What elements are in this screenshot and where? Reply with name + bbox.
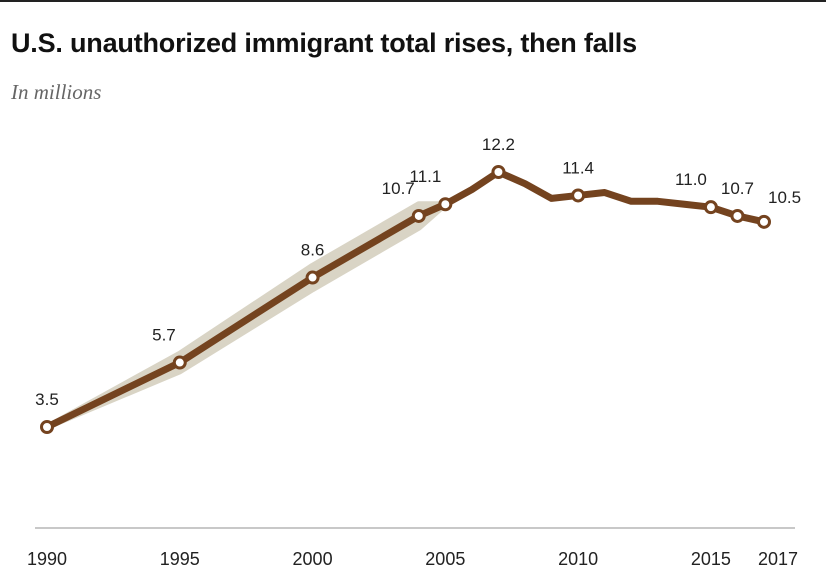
data-label-2010: 11.4 bbox=[562, 158, 594, 177]
data-labels: 3.55.78.610.711.112.211.411.0 10.7 10.5 bbox=[35, 135, 801, 409]
data-label-2007: 12.2 bbox=[482, 135, 515, 154]
series-line bbox=[43, 168, 768, 431]
x-tick-label-2010: 2010 bbox=[558, 549, 598, 569]
data-point-1995 bbox=[172, 355, 187, 370]
x-tick-label-2005: 2005 bbox=[425, 549, 465, 569]
x-tick-label-1990: 1990 bbox=[27, 549, 67, 569]
data-label-2016: 10.7 bbox=[721, 179, 754, 198]
chart-title: U.S. unauthorized immigrant total rises,… bbox=[11, 28, 637, 58]
data-label-2015: 11.0 bbox=[675, 170, 707, 189]
data-label-1990: 3.5 bbox=[35, 390, 59, 409]
data-point-2015 bbox=[703, 200, 718, 215]
data-markers bbox=[40, 165, 771, 434]
data-point-2016 bbox=[730, 208, 745, 223]
data-point-2000 bbox=[305, 270, 320, 285]
series-line-layer bbox=[43, 168, 768, 431]
data-label-2000: 8.6 bbox=[301, 241, 325, 260]
x-tick-label-2017: 2017 bbox=[758, 549, 798, 569]
x-tick-label-2000: 2000 bbox=[293, 549, 333, 569]
uncertainty-band bbox=[44, 169, 767, 430]
data-point-2007 bbox=[491, 165, 506, 179]
data-point-2017 bbox=[757, 214, 771, 229]
data-label-1995: 5.7 bbox=[152, 326, 176, 345]
data-point-2010 bbox=[571, 188, 586, 203]
x-tick-label-1995: 1995 bbox=[160, 549, 200, 569]
uncertainty-band-layer bbox=[44, 169, 767, 430]
data-point-1990 bbox=[40, 420, 54, 434]
data-label-2017: 10.5 bbox=[768, 188, 801, 207]
x-tick-labels: 1990 1995 2000 2005 2010 2015 2017 bbox=[27, 549, 798, 569]
data-point-2004 bbox=[411, 208, 426, 223]
chart-subtitle: In millions bbox=[11, 80, 102, 104]
data-label-2004: 10.7 bbox=[382, 179, 415, 198]
data-point-2005 bbox=[438, 197, 453, 212]
top-rule bbox=[0, 0, 826, 2]
data-label-2005: 11.1 bbox=[410, 167, 442, 186]
x-tick-label-2015: 2015 bbox=[691, 549, 731, 569]
